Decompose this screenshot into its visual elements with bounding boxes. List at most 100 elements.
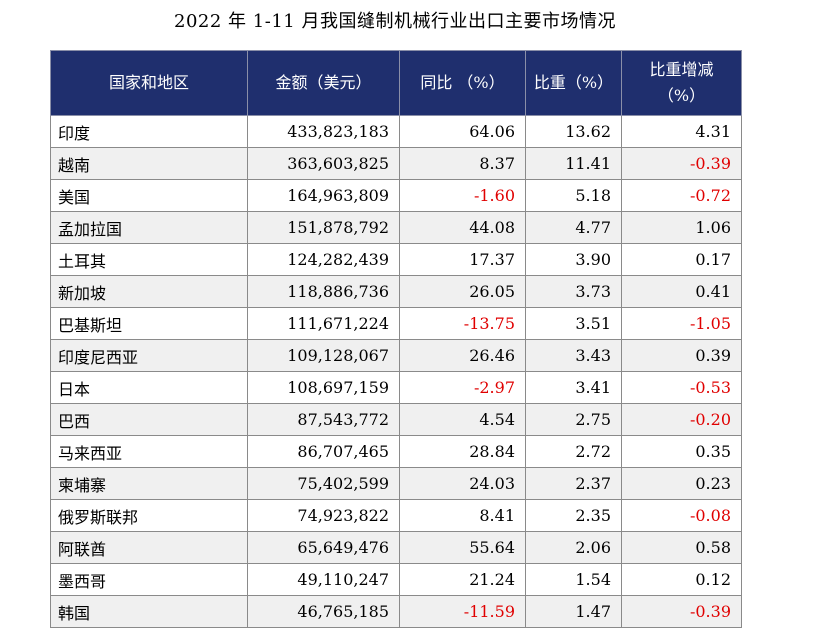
table-row: 美国 164,963,809 -1.60 5.18 -0.72: [50, 179, 742, 212]
cell-share: 2.75: [525, 403, 622, 436]
cell-share-change: 0.35: [621, 435, 742, 468]
table-row: 柬埔寨 75,402,599 24.03 2.37 0.23: [50, 467, 742, 500]
cell-amount: 65,649,476: [247, 531, 400, 564]
export-markets-table: 国家和地区 金额（美元） 同比 （%） 比重（%） 比重增减 （%） 印度 433…: [50, 50, 742, 628]
table-row: 越南 363,603,825 8.37 11.41 -0.39: [50, 147, 742, 180]
cell-country: 美国: [50, 179, 248, 212]
cell-amount: 46,765,185: [247, 595, 400, 628]
cell-share: 3.41: [525, 371, 622, 404]
cell-yoy: -1.60: [399, 179, 526, 212]
cell-yoy: 24.03: [399, 467, 526, 500]
cell-share: 3.90: [525, 243, 622, 276]
cell-country: 巴基斯坦: [50, 307, 248, 340]
cell-share: 3.43: [525, 339, 622, 372]
cell-share: 13.62: [525, 115, 622, 148]
cell-amount: 433,823,183: [247, 115, 400, 148]
cell-share: 2.37: [525, 467, 622, 500]
cell-share-change: 4.31: [621, 115, 742, 148]
cell-amount: 75,402,599: [247, 467, 400, 500]
cell-country: 马来西亚: [50, 435, 248, 468]
cell-share-change: -0.39: [621, 147, 742, 180]
cell-country: 柬埔寨: [50, 467, 248, 500]
cell-country: 俄罗斯联邦: [50, 499, 248, 532]
table-row: 阿联酋 65,649,476 55.64 2.06 0.58: [50, 531, 742, 564]
cell-yoy: 8.41: [399, 499, 526, 532]
cell-share-change: -0.08: [621, 499, 742, 532]
cell-share: 2.35: [525, 499, 622, 532]
cell-share-change: -0.39: [621, 595, 742, 628]
cell-share: 3.73: [525, 275, 622, 308]
table-row: 俄罗斯联邦 74,923,822 8.41 2.35 -0.08: [50, 499, 742, 532]
cell-share: 2.06: [525, 531, 622, 564]
cell-yoy: 64.06: [399, 115, 526, 148]
cell-share: 11.41: [525, 147, 622, 180]
table-row: 土耳其 124,282,439 17.37 3.90 0.17: [50, 243, 742, 276]
cell-amount: 108,697,159: [247, 371, 400, 404]
cell-country: 孟加拉国: [50, 211, 248, 244]
cell-country: 新加坡: [50, 275, 248, 308]
cell-amount: 124,282,439: [247, 243, 400, 276]
table-row: 巴西 87,543,772 4.54 2.75 -0.20: [50, 403, 742, 436]
table-body: 印度 433,823,183 64.06 13.62 4.31 越南 363,603,825…: [50, 115, 742, 628]
header-country: 国家和地区: [50, 50, 248, 116]
cell-amount: 363,603,825: [247, 147, 400, 180]
cell-amount: 111,671,224: [247, 307, 400, 340]
cell-share-change: -0.72: [621, 179, 742, 212]
cell-amount: 74,923,822: [247, 499, 400, 532]
table-row: 韩国 46,765,185 -11.59 1.47 -0.39: [50, 595, 742, 628]
header-yoy: 同比 （%）: [399, 50, 526, 116]
cell-yoy: 8.37: [399, 147, 526, 180]
cell-share: 1.54: [525, 563, 622, 596]
table-title: 2022 年 1-11 月我国缝制机械行业出口主要市场情况: [174, 11, 616, 32]
header-share-change: 比重增减 （%）: [621, 50, 742, 116]
table-row: 印度 433,823,183 64.06 13.62 4.31: [50, 115, 742, 148]
cell-yoy: -11.59: [399, 595, 526, 628]
cell-share-change: 1.06: [621, 211, 742, 244]
cell-share: 5.18: [525, 179, 622, 212]
cell-yoy: 28.84: [399, 435, 526, 468]
cell-country: 土耳其: [50, 243, 248, 276]
cell-amount: 151,878,792: [247, 211, 400, 244]
table-row: 巴基斯坦 111,671,224 -13.75 3.51 -1.05: [50, 307, 742, 340]
cell-share: 2.72: [525, 435, 622, 468]
cell-share: 1.47: [525, 595, 622, 628]
cell-country: 印度尼西亚: [50, 339, 248, 372]
cell-yoy: 26.05: [399, 275, 526, 308]
header-share: 比重（%）: [525, 50, 622, 116]
cell-share-change: -1.05: [621, 307, 742, 340]
cell-amount: 164,963,809: [247, 179, 400, 212]
cell-share-change: 0.39: [621, 339, 742, 372]
cell-share: 4.77: [525, 211, 622, 244]
cell-amount: 86,707,465: [247, 435, 400, 468]
header-share-change-line2: （%）: [657, 86, 706, 105]
cell-country: 印度: [50, 115, 248, 148]
cell-country: 日本: [50, 371, 248, 404]
table-row: 日本 108,697,159 -2.97 3.41 -0.53: [50, 371, 742, 404]
cell-amount: 109,128,067: [247, 339, 400, 372]
cell-amount: 118,886,736: [247, 275, 400, 308]
header-row: 国家和地区 金额（美元） 同比 （%） 比重（%） 比重增减 （%）: [50, 50, 742, 116]
table-row: 墨西哥 49,110,247 21.24 1.54 0.12: [50, 563, 742, 596]
cell-share-change: 0.12: [621, 563, 742, 596]
table-row: 马来西亚 86,707,465 28.84 2.72 0.35: [50, 435, 742, 468]
cell-yoy: 44.08: [399, 211, 526, 244]
cell-share-change: 0.41: [621, 275, 742, 308]
cell-country: 阿联酋: [50, 531, 248, 564]
table-row: 印度尼西亚 109,128,067 26.46 3.43 0.39: [50, 339, 742, 372]
cell-share-change: 0.58: [621, 531, 742, 564]
cell-share-change: -0.20: [621, 403, 742, 436]
table-row: 新加坡 118,886,736 26.05 3.73 0.41: [50, 275, 742, 308]
cell-yoy: 26.46: [399, 339, 526, 372]
cell-yoy: -2.97: [399, 371, 526, 404]
header-share-change-line1: 比重增减: [649, 60, 714, 79]
cell-yoy: 4.54: [399, 403, 526, 436]
cell-amount: 49,110,247: [247, 563, 400, 596]
cell-yoy: 55.64: [399, 531, 526, 564]
cell-country: 墨西哥: [50, 563, 248, 596]
header-amount: 金额（美元）: [247, 50, 400, 116]
cell-country: 巴西: [50, 403, 248, 436]
cell-share-change: 0.17: [621, 243, 742, 276]
cell-share-change: 0.23: [621, 467, 742, 500]
cell-yoy: -13.75: [399, 307, 526, 340]
cell-country: 韩国: [50, 595, 248, 628]
